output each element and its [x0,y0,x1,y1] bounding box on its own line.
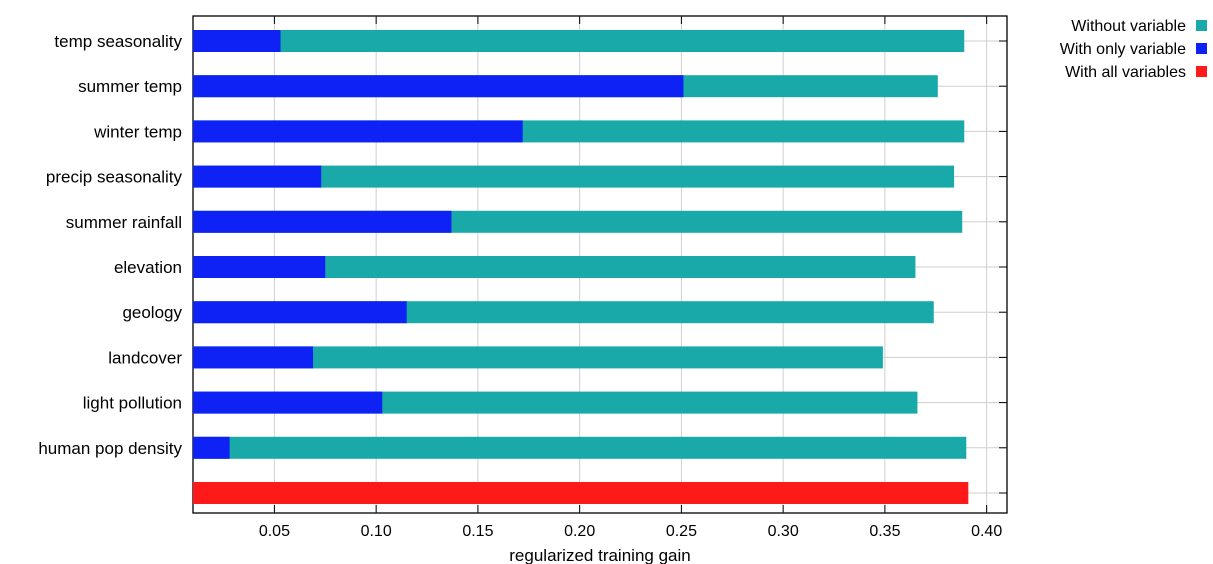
bar-without-variable [193,30,965,52]
bar-with-only-variable [193,210,452,233]
bar-with-only-variable [193,165,322,188]
x-tick-label: 0.30 [768,523,799,540]
bar-with-only-variable [193,120,523,143]
legend-label: With only variable [1060,41,1186,58]
category-label: precip seasonality [46,168,183,187]
bar-with-only-variable [193,75,684,98]
bar-with-only-variable [193,301,407,324]
bar-with-all-variables [193,482,969,504]
x-tick-label: 0.15 [462,523,493,540]
bar-with-only-variable [193,30,281,52]
category-labels: temp seasonality summer temp winter temp pr… [38,32,182,458]
bar-without-variable [193,256,916,278]
category-label: elevation [114,258,182,277]
x-tick-label: 0.25 [666,523,697,540]
bar-without-variable [193,165,955,188]
x-tick-label: 0.35 [869,523,900,540]
category-label: summer temp [78,77,182,96]
bar-with-only-variable [193,391,383,414]
category-label: human pop density [38,439,182,458]
category-label: light pollution [83,394,182,413]
bar-without-variable [193,346,883,369]
legend-swatch [1196,20,1207,31]
x-tick-label: 0.20 [564,523,595,540]
category-label: geology [122,303,182,322]
category-label: winter temp [93,122,182,141]
x-tick-label: 0.40 [971,523,1002,540]
category-label: summer rainfall [66,213,182,232]
category-label: temp seasonality [54,32,182,51]
category-label: landcover [108,348,182,367]
x-tick-label: 0.05 [259,523,290,540]
legend-label: With all variables [1065,64,1186,81]
ticks: 0.05 0.10 0.15 0.20 0.25 0.30 0.35 0.40 [259,16,1007,540]
legend-swatch [1196,66,1207,77]
bar-with-only-variable [193,346,314,369]
legend-label: Without variable [1071,18,1186,35]
legend: Without variable With only variable With a… [1060,18,1207,81]
x-axis-title: regularized training gain [509,546,690,564]
bar-with-only-variable [193,436,230,459]
bar-without-variable [193,436,967,459]
bar-with-only-variable [193,256,326,278]
legend-swatch [1196,43,1207,54]
bars [193,30,969,504]
x-tick-label: 0.10 [361,523,392,540]
